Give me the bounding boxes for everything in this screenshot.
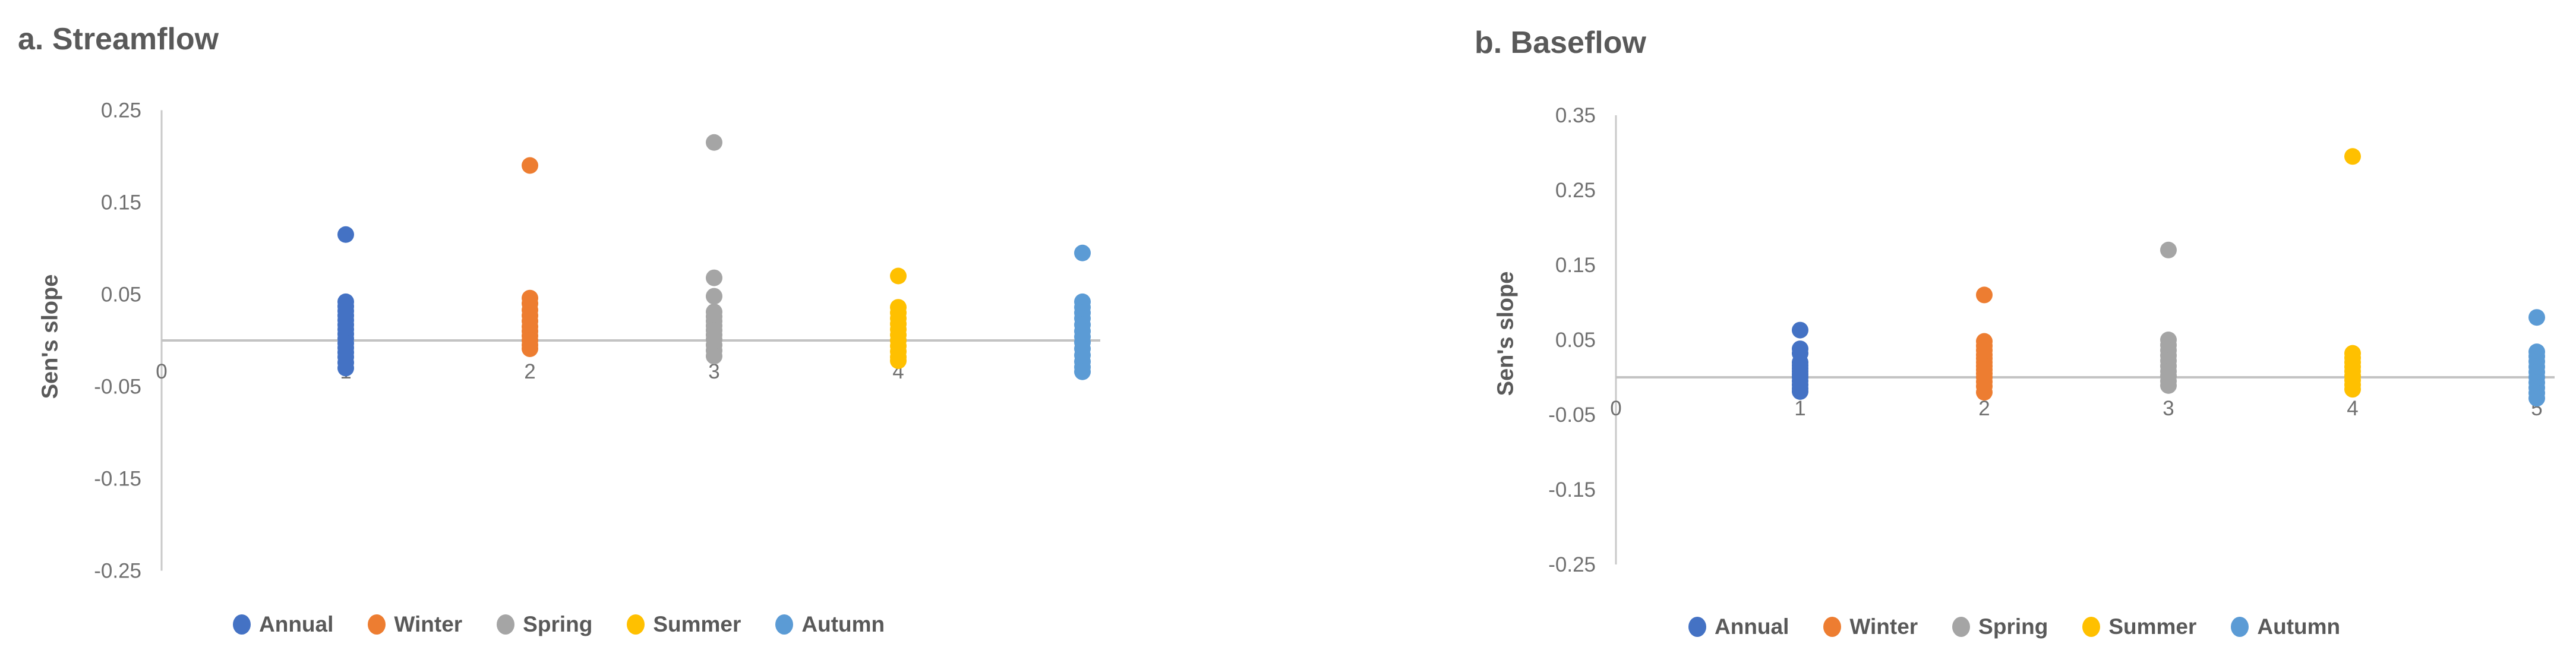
baseflow-legend-label: Spring bbox=[1978, 614, 2048, 639]
streamflow-legend-label: Autumn bbox=[801, 612, 885, 636]
streamflow-legend-label: Winter bbox=[394, 612, 463, 636]
baseflow-y-tick-label: -0.15 bbox=[1548, 478, 1596, 501]
baseflow-y-tick-label: -0.25 bbox=[1548, 553, 1596, 576]
summer-legend-dot-icon bbox=[2082, 617, 2101, 637]
streamflow-point-autumn bbox=[1074, 363, 1091, 380]
baseflow-point-winter bbox=[1976, 286, 1993, 304]
streamflow-point-winter bbox=[522, 157, 538, 174]
baseflow-legend-item-summer: Summer bbox=[2082, 614, 2196, 639]
baseflow-point-summer bbox=[2344, 148, 2361, 165]
streamflow-y-tick-label: 0.15 bbox=[101, 191, 141, 214]
autumn-legend-dot-icon bbox=[775, 614, 794, 635]
streamflow-point-annual bbox=[337, 359, 354, 377]
baseflow-y-tick-label: -0.05 bbox=[1548, 403, 1596, 427]
streamflow-y-tick-label: -0.15 bbox=[94, 468, 141, 491]
baseflow-y-tick-label: 0.35 bbox=[1555, 104, 1596, 127]
streamflow-x-tick-label: 3 bbox=[708, 360, 719, 383]
streamflow-legend: Annual Winter Spring Summer Autumn bbox=[233, 612, 885, 637]
streamflow-legend-item-annual: Annual bbox=[233, 612, 333, 637]
baseflow-point-spring bbox=[2160, 377, 2177, 394]
baseflow-point-autumn bbox=[2528, 390, 2545, 407]
annual-legend-dot-icon bbox=[1688, 617, 1706, 637]
streamflow-legend-label: Spring bbox=[523, 612, 593, 636]
baseflow-legend: Annual Winter Spring Summer Autumn bbox=[1688, 614, 2340, 639]
streamflow-point-spring bbox=[706, 288, 722, 305]
baseflow-y-tick-label: 0.05 bbox=[1555, 329, 1596, 352]
baseflow-y-axis-title: Sen's slope bbox=[1493, 271, 1519, 396]
streamflow-point-annual bbox=[337, 226, 354, 243]
baseflow-x-tick-label: 3 bbox=[2163, 397, 2174, 420]
baseflow-y-tick-label: 0.15 bbox=[1555, 254, 1596, 277]
baseflow-legend-item-annual: Annual bbox=[1688, 614, 1789, 639]
baseflow-legend-label: Autumn bbox=[2257, 614, 2341, 639]
streamflow-y-tick-label: 0.05 bbox=[101, 283, 141, 307]
streamflow-chart-title: a. Streamflow bbox=[18, 22, 219, 56]
streamflow-point-summer bbox=[890, 352, 907, 370]
baseflow-point-annual bbox=[1792, 321, 1808, 339]
baseflow-legend-item-winter: Winter bbox=[1823, 614, 1918, 639]
spring-legend-dot-icon bbox=[497, 614, 515, 635]
summer-legend-dot-icon bbox=[627, 614, 645, 635]
baseflow-x-tick-label: 2 bbox=[1978, 397, 1990, 420]
baseflow-point-winter bbox=[1976, 384, 1993, 401]
baseflow-point-autumn bbox=[2528, 309, 2545, 326]
streamflow-point-summer bbox=[890, 267, 907, 285]
baseflow-y-tick-label: 0.25 bbox=[1555, 179, 1596, 202]
winter-legend-dot-icon bbox=[1823, 617, 1842, 637]
baseflow-x-tick-label: 1 bbox=[1794, 397, 1805, 420]
autumn-legend-dot-icon bbox=[2231, 617, 2249, 637]
baseflow-legend-item-autumn: Autumn bbox=[2231, 614, 2340, 639]
streamflow-y-tick-label: 0.25 bbox=[101, 99, 141, 122]
baseflow-point-summer bbox=[2344, 381, 2361, 398]
streamflow-point-autumn bbox=[1074, 244, 1091, 261]
baseflow-x-tick-label: 4 bbox=[2347, 397, 2358, 420]
streamflow-legend-label: Annual bbox=[259, 612, 334, 636]
baseflow-legend-item-spring: Spring bbox=[1952, 614, 2048, 639]
streamflow-y-tick-label: -0.25 bbox=[94, 560, 141, 583]
streamflow-legend-item-winter: Winter bbox=[368, 612, 462, 637]
streamflow-legend-item-summer: Summer bbox=[627, 612, 741, 637]
streamflow-legend-item-autumn: Autumn bbox=[775, 612, 885, 637]
streamflow-legend-item-spring: Spring bbox=[497, 612, 592, 637]
streamflow-point-spring bbox=[706, 134, 722, 151]
baseflow-point-annual bbox=[1792, 383, 1808, 400]
streamflow-point-spring bbox=[706, 269, 722, 286]
streamflow-x-tick-label: 0 bbox=[156, 360, 167, 383]
streamflow-point-winter bbox=[522, 340, 538, 357]
streamflow-y-tick-label: -0.05 bbox=[94, 376, 141, 399]
baseflow-legend-label: Annual bbox=[1715, 614, 1789, 639]
baseflow-legend-label: Summer bbox=[2108, 614, 2197, 639]
streamflow-legend-label: Summer bbox=[653, 612, 741, 636]
baseflow-chart-title: b. Baseflow bbox=[1475, 26, 1646, 60]
streamflow-point-spring bbox=[706, 348, 722, 365]
spring-legend-dot-icon bbox=[1952, 617, 1971, 637]
baseflow-point-spring bbox=[2160, 241, 2177, 258]
baseflow-legend-label: Winter bbox=[1849, 614, 1918, 639]
winter-legend-dot-icon bbox=[368, 614, 386, 635]
baseflow-x-tick-label: 0 bbox=[1610, 397, 1621, 420]
streamflow-x-tick-label: 2 bbox=[524, 360, 535, 383]
annual-legend-dot-icon bbox=[233, 614, 251, 635]
streamflow-y-axis-title: Sen's slope bbox=[37, 274, 63, 399]
